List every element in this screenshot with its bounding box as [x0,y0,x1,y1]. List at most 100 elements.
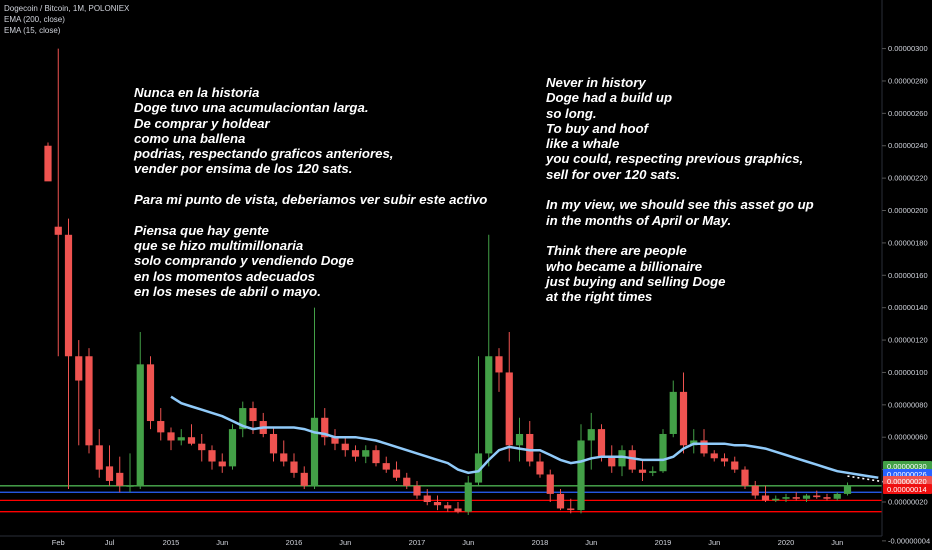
candle-body [167,432,175,441]
candle-body [679,391,688,446]
annotation-line [134,207,487,222]
x-tick-label: 2015 [163,538,180,547]
candle-body [536,461,544,475]
candle-body [515,433,524,446]
candle [280,440,288,467]
candle [228,424,237,470]
candle [608,445,616,473]
candle [546,469,554,502]
annotation-line: podrias, respectando graficos anteriores… [134,146,394,162]
price-tag-bg [883,476,932,486]
candle [259,412,267,438]
candle-body [239,408,247,430]
candle-body [731,461,739,470]
x-tick-label: 2018 [532,538,549,547]
candle-body [280,453,288,462]
x-tick-label: Jul [105,538,115,547]
x-tick-label: Jun [831,538,843,547]
candle-body [618,450,626,467]
candle [105,445,114,486]
price-tag: 0.00000030 [883,461,932,471]
y-tick-label: 0.00000080 [888,400,928,409]
candle-body [823,497,831,499]
candle [823,493,831,501]
candle-body [249,408,257,422]
y-tick-label: 0.00000220 [888,174,928,183]
candle [649,466,657,477]
y-tick-label: 0.00000280 [888,76,928,85]
price-tag-bg [883,461,932,471]
candle-body [577,440,585,511]
x-tick-label: Jun [585,538,597,547]
candle [382,456,390,473]
candle [310,307,319,490]
candle-body [290,461,298,473]
candle-body [423,495,431,502]
candle [290,453,298,478]
x-tick-label: 2019 [655,538,672,547]
indicator-ema-15[interactable]: EMA (15, close) [4,26,61,35]
candle [792,492,800,501]
chart-legend: Dogecoin / Bitcoin, 1M, POLONIEX EMA (20… [4,3,129,36]
candle [300,466,308,490]
candle-body [54,226,62,235]
candle [690,429,698,454]
x-tick-label: Jun [462,538,474,547]
candle-body [269,433,278,454]
candle-body [833,493,841,499]
candle [362,445,370,464]
candle [95,429,103,478]
candle-body [597,429,606,457]
candle [515,417,524,462]
candle-body [649,471,657,473]
candle-body [628,450,636,470]
candle [741,466,749,490]
candle [423,489,431,506]
candle [269,427,278,462]
x-tick-label: Jun [216,538,228,547]
price-tag: 0.00000014 [883,484,932,494]
annotation-line: just buying and selling Doge [546,273,726,289]
y-tick-label: 0.00000240 [888,141,928,150]
annotation-line: To buy and hoof [546,120,649,136]
price-tag-label: 0.00000030 [887,462,927,471]
candle [403,472,411,490]
candle-body [44,145,52,182]
annotation-line: Doge tuvo una acumulaciontan larga. [134,100,369,116]
candle-body [372,450,380,464]
candle-body [659,433,667,472]
x-tick-label: Jun [708,538,720,547]
candle [392,461,401,481]
y-tick-label: 0.00000120 [888,336,928,345]
candle [597,424,606,462]
candle-body [638,469,647,473]
candle [157,408,165,441]
candle [495,348,503,392]
candle-body [177,437,185,441]
candle-body [741,469,749,486]
candle [208,445,216,470]
indicator-ema-200[interactable]: EMA (200, close) [4,15,65,24]
candle [638,459,647,481]
candle [454,501,462,514]
candle [198,433,206,462]
symbol-title[interactable]: Dogecoin / Bitcoin, 1M, POLONIEX [4,4,130,13]
candle-body [792,497,800,499]
candle [54,48,62,357]
annotation-line: In my view, we should see this asset go … [546,197,814,213]
candle-body [772,498,780,501]
candle [64,218,73,490]
candle [321,408,329,446]
candle [659,429,667,473]
annotation-line: so long. [546,105,597,121]
time-axis[interactable]: Feb Jul 2015 Jun 2016 Jun 2017 Jun 2018 Jun 2019 Ju… [52,538,844,547]
annotation-line [546,182,814,197]
candle-body [392,469,401,478]
y-tick-label: 0.00000180 [888,238,928,247]
candle-body [64,234,73,357]
candle-body [85,356,93,446]
y-tick-label: 0.00000300 [888,44,928,53]
candle-body [843,485,852,494]
candle-body [187,437,196,444]
